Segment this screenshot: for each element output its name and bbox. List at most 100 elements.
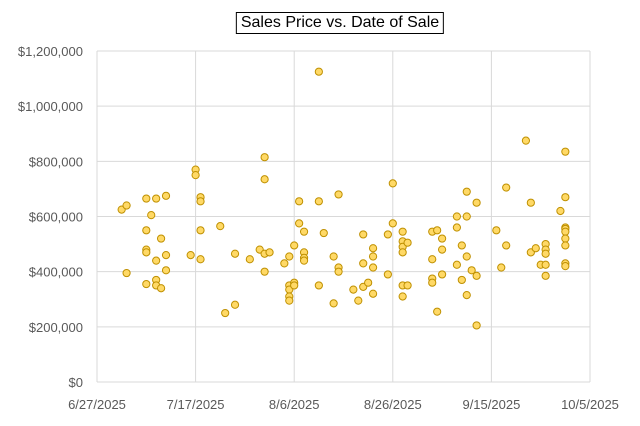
chart-title: Sales Price vs. Date of Sale	[235, 12, 445, 34]
data-point	[245, 255, 254, 264]
data-point	[290, 281, 299, 290]
data-point	[403, 281, 412, 290]
data-point	[433, 226, 442, 235]
data-point	[561, 234, 570, 243]
data-point	[260, 267, 269, 276]
data-point	[472, 198, 481, 207]
data-point	[359, 230, 368, 239]
data-point	[561, 241, 570, 250]
data-point	[438, 245, 447, 254]
y-tick-label: $1,200,000	[18, 44, 83, 59]
data-point	[462, 291, 471, 300]
x-tick-label: 7/17/2025	[167, 397, 225, 412]
data-point	[265, 248, 274, 257]
data-point	[260, 175, 269, 184]
y-tick-label: $800,000	[29, 154, 83, 169]
data-point	[433, 307, 442, 316]
data-point	[260, 153, 269, 162]
y-tick-label: $0	[69, 375, 83, 390]
data-point	[295, 197, 304, 206]
y-axis-labels: $0 $200,000 $400,000 $600,000 $800,000 $1,000…	[18, 44, 83, 390]
x-tick-label: 8/6/2025	[269, 397, 320, 412]
data-point	[147, 211, 156, 220]
data-point	[452, 212, 461, 221]
data-point	[492, 226, 501, 235]
data-point	[152, 194, 161, 203]
data-point	[329, 299, 338, 308]
data-point	[349, 285, 358, 294]
data-point	[561, 193, 570, 202]
gridlines	[96, 50, 591, 383]
data-point	[541, 260, 550, 269]
data-point	[314, 197, 323, 206]
data-point	[383, 230, 392, 239]
data-point	[230, 249, 240, 258]
data-point	[383, 270, 392, 279]
data-point	[285, 296, 294, 305]
data-point	[142, 194, 151, 203]
data-point	[161, 191, 171, 200]
x-tick-label: 10/5/2025	[561, 397, 619, 412]
y-tick-label: $200,000	[29, 320, 83, 335]
data-point	[521, 136, 531, 145]
data-point	[388, 179, 397, 188]
data-point	[334, 190, 343, 199]
data-point	[354, 296, 363, 305]
data-point	[452, 260, 461, 269]
data-point	[438, 270, 447, 279]
data-point	[285, 252, 294, 261]
data-point	[452, 223, 461, 232]
data-point	[314, 281, 323, 290]
data-point	[457, 241, 466, 250]
data-point	[196, 197, 205, 206]
data-point	[462, 252, 471, 261]
data-point	[161, 266, 171, 275]
data-point	[561, 227, 570, 236]
data-point	[359, 259, 368, 268]
x-axis-labels: 6/27/2025 7/17/2025 8/6/2025 8/26/2025 9/15/…	[68, 397, 619, 412]
data-point	[295, 219, 304, 228]
data-point	[438, 234, 447, 243]
data-point	[526, 198, 535, 207]
data-point	[368, 263, 378, 272]
data-point	[502, 241, 511, 250]
data-point	[368, 244, 378, 253]
data-point	[398, 227, 407, 236]
data-point	[319, 228, 328, 238]
y-tick-label: $1,000,000	[18, 99, 83, 114]
data-point	[428, 278, 437, 287]
data-point	[152, 256, 161, 265]
data-point	[230, 300, 240, 309]
data-point	[541, 249, 550, 258]
data-point	[541, 271, 550, 280]
data-point	[314, 67, 323, 76]
data-point	[457, 275, 466, 285]
data-point	[403, 238, 412, 247]
data-point	[462, 212, 471, 221]
data-point	[368, 289, 378, 298]
data-point	[398, 248, 407, 257]
data-point	[156, 234, 166, 243]
data-point	[290, 241, 299, 250]
data-point	[142, 226, 151, 235]
data-point	[472, 321, 481, 330]
data-point	[142, 248, 151, 257]
data-point	[299, 227, 309, 236]
data-point	[156, 284, 166, 293]
data-point	[122, 201, 131, 210]
data-point	[299, 256, 309, 265]
data-point	[191, 171, 200, 180]
x-tick-label: 6/27/2025	[68, 397, 126, 412]
x-tick-label: 8/26/2025	[364, 397, 422, 412]
data-point	[561, 262, 570, 271]
data-point	[428, 255, 437, 264]
data-point	[556, 206, 565, 216]
data-point	[186, 251, 195, 260]
data-point	[531, 244, 540, 253]
data-point	[502, 183, 511, 192]
data-point	[334, 267, 343, 276]
data-point	[364, 278, 373, 287]
data-point	[497, 263, 506, 272]
